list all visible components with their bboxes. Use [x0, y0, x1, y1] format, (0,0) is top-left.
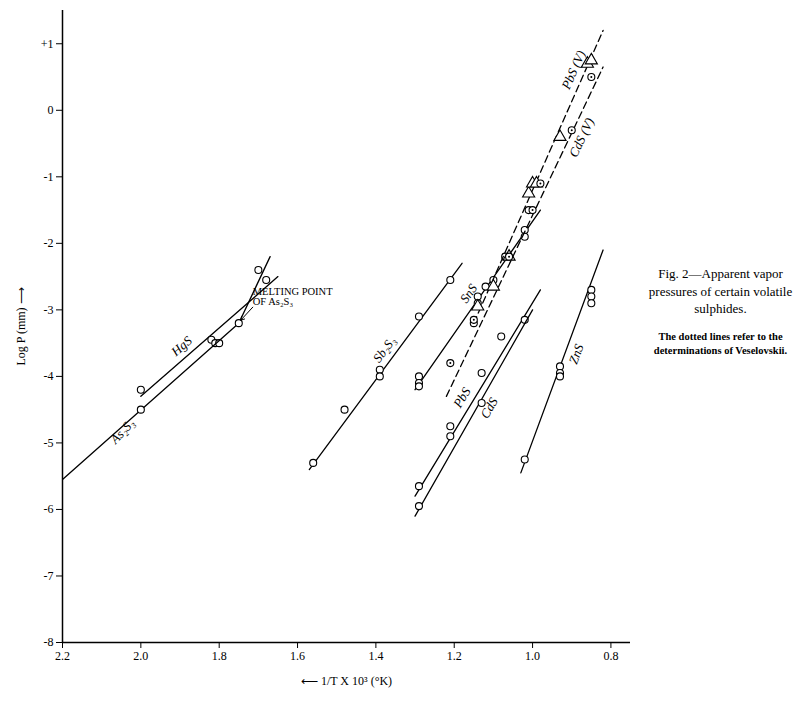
svg-text:2.0: 2.0 [133, 649, 148, 663]
svg-text:PbS (V): PbS (V) [558, 48, 589, 92]
svg-text:0.8: 0.8 [603, 649, 618, 663]
svg-text:Log P (mm) ⟶: Log P (mm) ⟶ [14, 287, 28, 365]
svg-text:CdS (V): CdS (V) [566, 116, 597, 160]
svg-text:-7: -7 [44, 569, 54, 583]
svg-text:⟵ 1/T X 10³ (°K): ⟵ 1/T X 10³ (°K) [301, 674, 392, 688]
svg-text:1.4: 1.4 [368, 649, 383, 663]
svg-text:-4: -4 [44, 369, 54, 383]
svg-text:CdS: CdS [477, 394, 501, 421]
svg-text:MELTING POINTOF As₂S₃: MELTING POINTOF As₂S₃ [253, 286, 333, 308]
svg-text:-2: -2 [44, 236, 54, 250]
svg-text:PbS: PbS [449, 384, 473, 411]
svg-text:1.6: 1.6 [290, 649, 305, 663]
svg-text:ZnS: ZnS [566, 341, 587, 366]
svg-text:Sb₂S₃: Sb₂S₃ [370, 333, 399, 365]
svg-text:1.2: 1.2 [447, 649, 462, 663]
svg-text:SnS: SnS [457, 281, 481, 306]
svg-text:1.8: 1.8 [212, 649, 227, 663]
svg-text:1.0: 1.0 [525, 649, 540, 663]
html-text:The dotted lines refer to the: The dotted lines refer to the determinat… [653, 330, 788, 356]
svg-text:0: 0 [48, 103, 54, 117]
svg-text:+1: +1 [41, 37, 54, 51]
svg-text:-3: -3 [44, 303, 54, 317]
svg-text:-6: -6 [44, 502, 54, 516]
svg-text:As₂S₃: As₂S₃ [106, 416, 137, 448]
svg-text:HgS: HgS [167, 333, 195, 360]
svg-text:-8: -8 [44, 635, 54, 649]
svg-text:-1: -1 [44, 170, 54, 184]
html-text:Fig. 2—Apparent vapor pressure: Fig. 2—Apparent vapor pressures of certa… [648, 266, 793, 317]
svg-text:2.2: 2.2 [55, 649, 70, 663]
svg-text:-5: -5 [44, 436, 54, 450]
